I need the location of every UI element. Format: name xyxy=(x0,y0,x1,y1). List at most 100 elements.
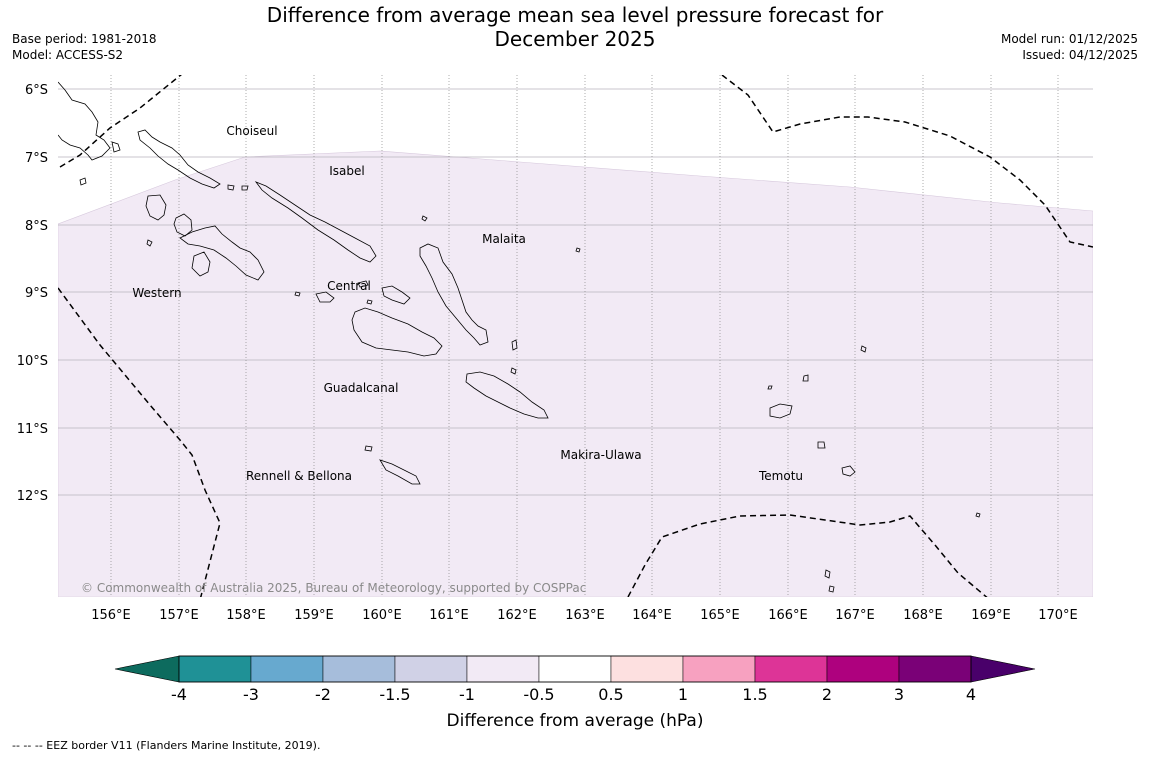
chart-title: Difference from average mean sea level p… xyxy=(0,3,1150,51)
model-name: Model: ACCESS-S2 xyxy=(12,48,124,62)
region-label-guadalcanal: Guadalcanal xyxy=(324,381,399,395)
malaita-island xyxy=(419,243,489,346)
colorbar-bin xyxy=(322,655,396,683)
choiseul-island xyxy=(137,129,221,189)
colorbar-tick-label: 2 xyxy=(822,685,832,704)
new-georgia-island xyxy=(145,194,167,221)
florida-island xyxy=(381,285,411,305)
nendo-island xyxy=(769,403,793,419)
model-run: Model run: 01/12/2025 xyxy=(1000,32,1138,46)
colorbar-tick-label: 0.5 xyxy=(598,685,623,704)
russell-island xyxy=(315,291,335,303)
colorbar-tick-label: 3 xyxy=(894,685,904,704)
lat-label: 9°S xyxy=(25,286,48,301)
colorbar-tick-labels: -4 -3 -2 -1.5 -1 -0.5 0.5 1 1.5 2 3 4 xyxy=(171,685,976,704)
lon-label: 166°E xyxy=(768,608,808,623)
small-island xyxy=(294,291,301,297)
small-island xyxy=(241,185,249,191)
rennell-island xyxy=(379,459,421,485)
small-island xyxy=(111,141,121,153)
small-island xyxy=(575,247,581,253)
small-island xyxy=(860,345,867,353)
eez-border-line xyxy=(627,514,988,597)
lat-label: 7°S xyxy=(25,151,48,166)
colorbar-tick-label: 4 xyxy=(966,685,976,704)
region-label-rennell-bellona: Rennell & Bellona xyxy=(246,469,352,483)
colorbar-below-min-arrow xyxy=(114,655,180,683)
lat-label: 8°S xyxy=(25,219,48,234)
small-island xyxy=(364,445,373,452)
small-island xyxy=(146,239,153,247)
meta-right: Model run: 01/12/2025 Issued: 04/12/2025 xyxy=(1001,31,1138,63)
colorbar-tick-label: -1 xyxy=(459,685,475,704)
islands xyxy=(58,81,981,593)
eez-border-line xyxy=(58,287,221,597)
region-label-central: Central xyxy=(327,279,371,293)
rendova-island xyxy=(191,251,211,277)
colorbar-bin xyxy=(466,655,540,683)
colorbar-bin xyxy=(610,655,684,683)
meta-left: Base period: 1981-2018 Model: ACCESS-S2 xyxy=(12,31,157,63)
makira-island xyxy=(465,371,549,419)
colorbar-bin xyxy=(826,655,900,683)
colorbar-above-max-arrow xyxy=(970,655,1036,683)
lon-label: 163°E xyxy=(565,608,605,623)
small-island xyxy=(828,585,835,593)
colorbar-bin xyxy=(682,655,756,683)
colorbar-bin xyxy=(178,655,252,683)
kolombangara-island xyxy=(173,213,193,237)
eez-border-line xyxy=(59,75,182,168)
lon-label: 167°E xyxy=(835,608,875,623)
lat-label: 12°S xyxy=(17,489,48,504)
lon-label: 168°E xyxy=(903,608,943,623)
colorbar-bin xyxy=(538,655,612,683)
anomaly-field-region xyxy=(58,150,1093,597)
small-island xyxy=(366,299,373,305)
colorbar-bin xyxy=(394,655,468,683)
lon-label: 162°E xyxy=(497,608,537,623)
lon-label: 159°E xyxy=(294,608,334,623)
region-label-choiseul: Choiseul xyxy=(226,124,277,138)
lon-label: 170°E xyxy=(1038,608,1078,623)
lon-label: 164°E xyxy=(632,608,672,623)
guadalcanal-island xyxy=(351,307,443,357)
small-island xyxy=(824,569,831,579)
isabel-island xyxy=(254,181,377,263)
region-label-temotu: Temotu xyxy=(758,469,803,483)
lon-label: 156°E xyxy=(91,608,131,623)
colorbar-tick-label: 1 xyxy=(678,685,688,704)
colorbar-tick-label: -0.5 xyxy=(523,685,554,704)
small-island xyxy=(975,512,981,518)
base-period: Base period: 1981-2018 xyxy=(12,32,157,46)
latitude-gridlines xyxy=(58,88,1093,496)
vanikoro-island xyxy=(841,465,856,477)
colorbar: -4 -3 -2 -1.5 -1 -0.5 0.5 1 1.5 2 3 4 Di… xyxy=(114,655,1036,731)
small-island xyxy=(421,215,428,222)
issued-date: Issued: 04/12/2025 xyxy=(1022,48,1138,62)
small-island xyxy=(511,339,518,351)
small-island xyxy=(510,367,517,375)
small-island xyxy=(79,177,87,186)
region-label-makira-ulawa: Makira-Ulawa xyxy=(560,448,641,462)
lat-label: 11°S xyxy=(17,422,48,437)
small-island xyxy=(357,280,369,288)
colorbar-tick-label: -2 xyxy=(315,685,331,704)
small-island xyxy=(802,374,809,382)
longitude-labels: 156°E 157°E 158°E 159°E 160°E 161°E 162°… xyxy=(91,608,1078,623)
small-island xyxy=(767,385,773,390)
lon-label: 158°E xyxy=(226,608,266,623)
colorbar-title: Difference from average (hPa) xyxy=(447,711,704,731)
region-labels: Choiseul Isabel Malaita Western Central … xyxy=(132,124,803,483)
region-label-western: Western xyxy=(132,286,181,300)
lon-label: 157°E xyxy=(159,608,199,623)
colorbar-tick-label: 1.5 xyxy=(742,685,767,704)
eez-border-line xyxy=(721,75,1093,248)
colorbar-tick-label: -4 xyxy=(171,685,187,704)
colorbar-tick-label: -3 xyxy=(243,685,259,704)
colorbar-tick-label: -1.5 xyxy=(379,685,410,704)
colorbar-outline xyxy=(178,655,972,683)
lon-label: 160°E xyxy=(362,608,402,623)
bougainville-coast-island xyxy=(58,81,111,161)
lat-label: 10°S xyxy=(17,354,48,369)
